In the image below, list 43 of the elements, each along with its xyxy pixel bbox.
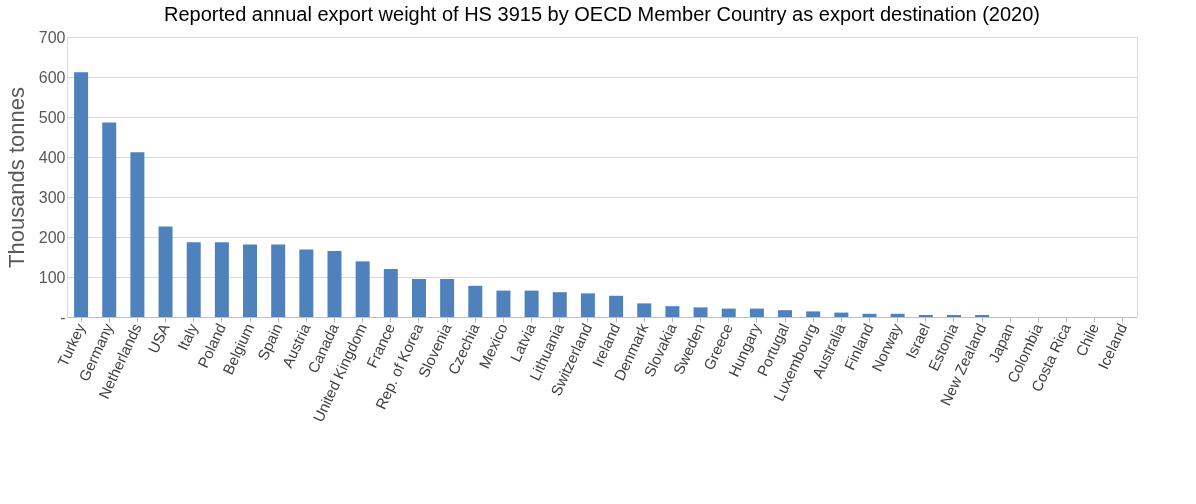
bar <box>552 292 567 317</box>
y-tick-label: 500 <box>38 108 66 126</box>
bar <box>721 308 736 317</box>
bar <box>496 290 511 317</box>
bar <box>890 313 905 317</box>
bar <box>749 308 764 317</box>
bar <box>299 249 314 317</box>
chart-title: Reported annual export weight of HS 3915 by OECD Member Country as export destination (2020) <box>163 3 1041 25</box>
bar <box>665 306 680 317</box>
bar <box>383 269 398 317</box>
bar <box>130 152 145 317</box>
y-tick-label: 600 <box>38 68 66 86</box>
x-tick-label: Italy <box>173 320 202 353</box>
bar <box>637 303 652 317</box>
y-tick-label: 400 <box>38 148 66 166</box>
bar <box>271 244 286 317</box>
x-tick-label: Chile <box>1072 320 1103 359</box>
bar <box>74 72 89 317</box>
y-tick-label: - <box>60 308 66 326</box>
bar <box>834 312 849 317</box>
bar <box>411 279 426 317</box>
bar <box>609 295 624 317</box>
bar <box>243 244 258 317</box>
bar <box>693 307 708 317</box>
bar <box>355 261 370 317</box>
bar <box>862 313 877 317</box>
bar <box>102 122 117 317</box>
bar <box>524 290 539 317</box>
bar <box>214 242 229 317</box>
y-tick-label: 700 <box>38 28 66 46</box>
bar <box>806 311 821 317</box>
y-tick-label: 100 <box>38 268 66 286</box>
bar <box>440 279 455 317</box>
bar <box>327 251 342 317</box>
y-tick-label: 300 <box>38 188 66 206</box>
bar <box>468 285 483 317</box>
y-axis-title: Thousands tonnes <box>3 86 29 269</box>
y-tick-label: 200 <box>38 228 66 246</box>
bar <box>778 310 793 317</box>
bar <box>158 226 173 317</box>
bar <box>580 293 595 317</box>
x-tick-label: USA <box>144 320 173 356</box>
bar <box>186 242 201 317</box>
